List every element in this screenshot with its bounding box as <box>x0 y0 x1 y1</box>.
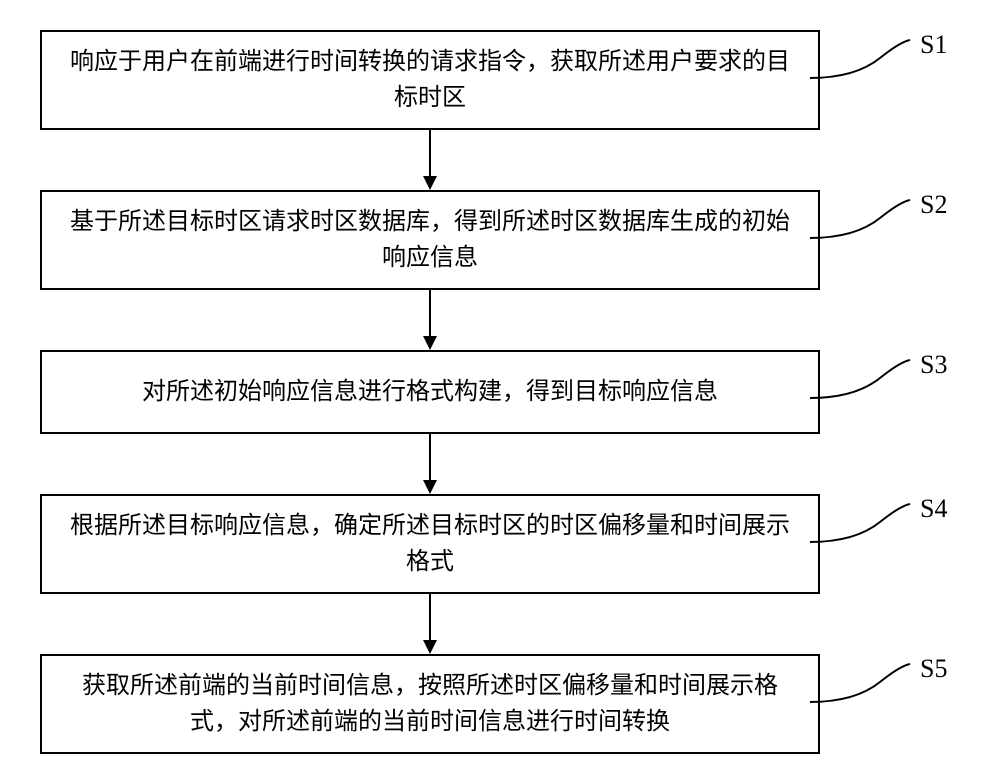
arrow-wrap <box>40 290 820 350</box>
step-text: 获取所述前端的当前时间信息，按照所述时区偏移量和时间展示格式，对所述前端的当前时… <box>62 668 798 740</box>
step-label-s3: S3 <box>920 350 947 380</box>
arrow-down-icon <box>420 594 440 654</box>
flowchart-container: 响应于用户在前端进行时间转换的请求指令，获取所述用户要求的目标时区 S1 基于所… <box>40 30 960 754</box>
step-row: 对所述初始响应信息进行格式构建，得到目标响应信息 S3 <box>40 350 960 434</box>
step-label-s2: S2 <box>920 190 947 220</box>
step-text: 根据所述目标响应信息，确定所述目标时区的时区偏移量和时间展示格式 <box>62 508 798 580</box>
connector-curve-icon <box>810 198 930 248</box>
step-box-s1: 响应于用户在前端进行时间转换的请求指令，获取所述用户要求的目标时区 <box>40 30 820 130</box>
step-box-s5: 获取所述前端的当前时间信息，按照所述时区偏移量和时间展示格式，对所述前端的当前时… <box>40 654 820 754</box>
step-text: 基于所述目标时区请求时区数据库，得到所述时区数据库生成的初始响应信息 <box>62 204 798 276</box>
connector-curve-icon <box>810 662 930 712</box>
connector-curve-icon <box>810 502 930 552</box>
arrow-wrap <box>40 594 820 654</box>
step-row: 基于所述目标时区请求时区数据库，得到所述时区数据库生成的初始响应信息 S2 <box>40 190 960 290</box>
arrow-down-icon <box>420 434 440 494</box>
arrow-down-icon <box>420 290 440 350</box>
step-row: 响应于用户在前端进行时间转换的请求指令，获取所述用户要求的目标时区 S1 <box>40 30 960 130</box>
arrow-wrap <box>40 434 820 494</box>
step-text: 对所述初始响应信息进行格式构建，得到目标响应信息 <box>142 374 718 410</box>
connector-curve-icon <box>810 38 930 88</box>
step-text: 响应于用户在前端进行时间转换的请求指令，获取所述用户要求的目标时区 <box>62 44 798 116</box>
step-box-s4: 根据所述目标响应信息，确定所述目标时区的时区偏移量和时间展示格式 <box>40 494 820 594</box>
arrow-down-icon <box>420 130 440 190</box>
connector-curve-icon <box>810 358 930 408</box>
step-label-s1: S1 <box>920 30 947 60</box>
step-label-s4: S4 <box>920 494 947 524</box>
step-box-s3: 对所述初始响应信息进行格式构建，得到目标响应信息 <box>40 350 820 434</box>
step-row: 根据所述目标响应信息，确定所述目标时区的时区偏移量和时间展示格式 S4 <box>40 494 960 594</box>
step-row: 获取所述前端的当前时间信息，按照所述时区偏移量和时间展示格式，对所述前端的当前时… <box>40 654 960 754</box>
arrow-wrap <box>40 130 820 190</box>
step-label-s5: S5 <box>920 654 947 684</box>
step-box-s2: 基于所述目标时区请求时区数据库，得到所述时区数据库生成的初始响应信息 <box>40 190 820 290</box>
